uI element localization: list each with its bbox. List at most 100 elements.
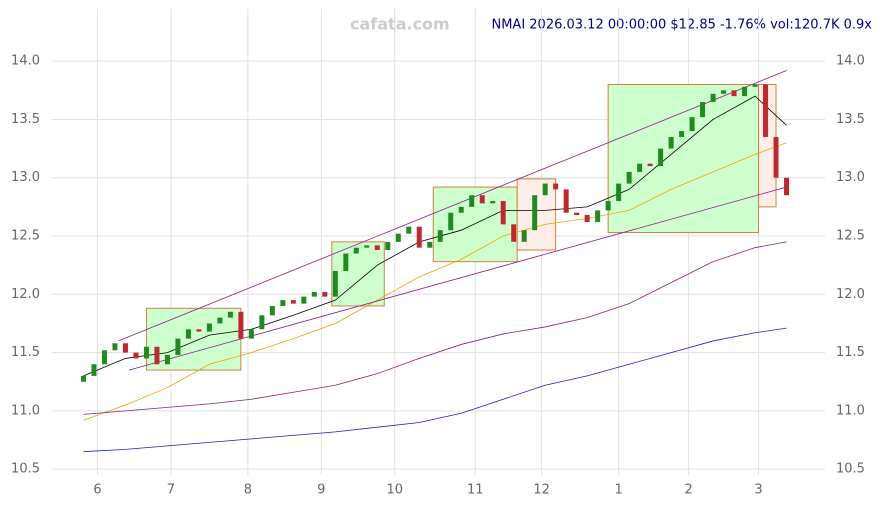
x-tick-label: 12: [533, 483, 550, 498]
candle: [742, 86, 748, 97]
x-tick-label: 7: [167, 483, 175, 498]
candle: [427, 241, 433, 248]
candle: [490, 201, 496, 204]
candle: [416, 226, 422, 248]
candle: [616, 183, 622, 202]
candle: [311, 291, 317, 297]
candle: [710, 93, 716, 102]
candle: [637, 163, 643, 172]
candle: [332, 270, 338, 297]
y-tick-label: 11.0: [11, 403, 40, 418]
y-tick-label: 12.0: [11, 287, 40, 302]
candle: [574, 212, 580, 216]
candle: [206, 323, 212, 332]
y-tick-label: 12.5: [11, 229, 40, 244]
candle: [721, 90, 727, 94]
indicator-line: [83, 142, 787, 421]
candle: [80, 375, 86, 382]
candle: [784, 177, 790, 196]
candle: [773, 136, 779, 178]
candle: [542, 183, 548, 196]
candle: [406, 226, 412, 234]
candle: [763, 84, 769, 137]
candle: [448, 212, 454, 231]
y-tick-label-right: 12.5: [836, 229, 865, 244]
candle: [112, 343, 118, 351]
x-tick-label: 1: [614, 483, 622, 498]
candle: [322, 291, 328, 297]
candle: [563, 189, 569, 213]
zone-box: [145, 307, 242, 371]
candle: [584, 215, 590, 223]
y-tick-label: 14.0: [11, 54, 40, 69]
candle: [595, 210, 601, 223]
candle: [395, 233, 401, 242]
candle: [374, 245, 380, 251]
candle: [364, 245, 370, 248]
watermark: cafata.com: [350, 15, 450, 34]
candle: [343, 253, 349, 271]
candle: [668, 136, 674, 149]
candle: [689, 117, 695, 132]
candle: [511, 224, 517, 242]
candle: [679, 131, 685, 137]
x-tick-label: 10: [387, 483, 404, 498]
y-tick-label-right: 13.5: [836, 112, 865, 127]
candle: [553, 183, 559, 190]
x-tick-label: 2: [684, 483, 692, 498]
y-tick-label-right: 13.0: [836, 170, 865, 185]
candle: [185, 329, 191, 339]
indicator-line: [83, 241, 787, 415]
x-tick-label: 8: [244, 483, 252, 498]
x-tick-label: 6: [93, 483, 101, 498]
indicator-line: [83, 327, 787, 453]
candle: [280, 300, 286, 306]
candle: [353, 247, 359, 254]
candle: [217, 317, 223, 324]
candle: [248, 329, 254, 339]
candle: [500, 201, 506, 225]
candle: [479, 195, 485, 204]
y-tick-label: 11.5: [11, 345, 40, 360]
candle: [227, 311, 233, 318]
y-tick-label-right: 12.0: [836, 287, 865, 302]
candle: [290, 300, 296, 304]
candle: [385, 241, 391, 251]
x-tick-label: 11: [467, 483, 484, 498]
candle: [238, 311, 244, 339]
zone-box: [607, 83, 760, 234]
y-tick-label: 13.5: [11, 112, 40, 127]
candle: [626, 171, 632, 184]
candle: [437, 230, 443, 242]
candle: [458, 206, 464, 213]
candle: [469, 195, 475, 207]
candle: [143, 346, 149, 359]
candle: [91, 364, 97, 376]
y-tick-label: 10.5: [11, 462, 40, 477]
chart-title: NMAI 2026.03.12 00:00:00 $12.85 -1.76% v…: [491, 18, 872, 33]
candle: [133, 352, 139, 359]
candle: [259, 315, 265, 330]
candle: [532, 195, 538, 231]
x-tick-label: 3: [754, 483, 762, 498]
candle: [122, 343, 128, 353]
candle: [269, 305, 275, 316]
indicator-line: [128, 186, 787, 371]
candle: [752, 84, 758, 87]
y-tick-label-right: 11.0: [836, 403, 865, 418]
y-tick-label-right: 14.0: [836, 54, 865, 69]
x-tick-label: 9: [317, 483, 325, 498]
candle: [196, 329, 202, 332]
candle: [101, 350, 107, 365]
candle: [164, 354, 170, 365]
candle: [700, 101, 706, 118]
candle: [175, 338, 181, 355]
candle: [301, 296, 307, 304]
candle: [658, 148, 664, 167]
y-tick-label-right: 10.5: [836, 462, 865, 477]
candle: [647, 163, 653, 167]
candle: [731, 90, 737, 97]
indicator-line: [118, 70, 787, 342]
y-tick-label-right: 11.5: [836, 345, 865, 360]
